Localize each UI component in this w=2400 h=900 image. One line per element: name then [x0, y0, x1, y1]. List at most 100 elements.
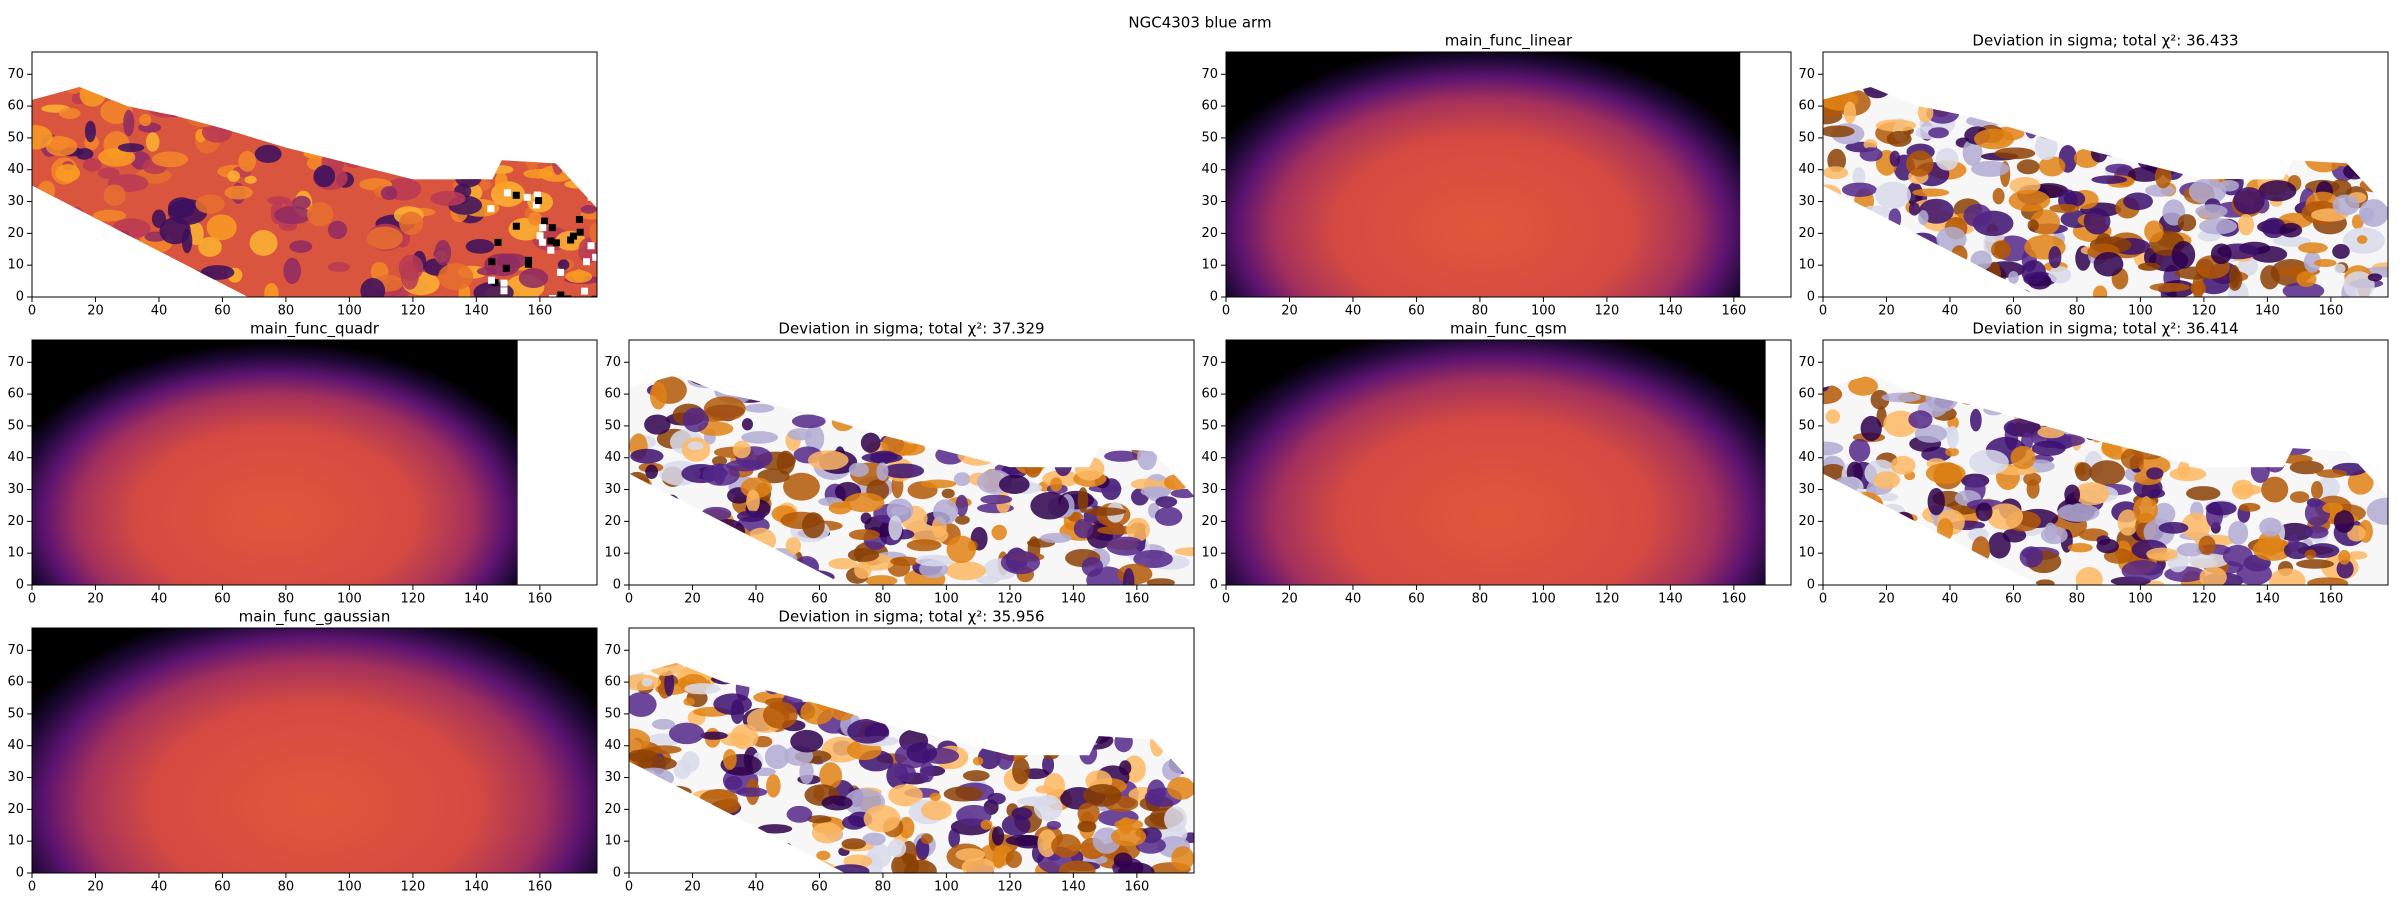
blob: [656, 663, 677, 666]
blob: [2365, 128, 2388, 138]
panel: Deviation in sigma; total χ²: 36.414 0 20 4…: [1798, 320, 2389, 607]
blob: [848, 529, 880, 541]
x-tick-label: 60: [811, 592, 828, 607]
pixel: [487, 205, 495, 213]
blob: [2292, 87, 2330, 99]
blob: [686, 554, 705, 564]
blob: [1062, 438, 1077, 460]
blob: [730, 634, 742, 652]
blob: [1843, 491, 1883, 515]
blob: [1080, 344, 1121, 361]
blob: [770, 631, 786, 658]
blob: [2361, 48, 2377, 58]
blob: [702, 463, 740, 486]
blob: [558, 131, 595, 152]
blob: [638, 790, 650, 800]
blob: [724, 833, 738, 850]
blob: [687, 441, 704, 451]
blob: [1891, 340, 1908, 351]
y-tick-label: 60: [7, 387, 24, 402]
blob: [930, 375, 957, 386]
blob: [1908, 375, 1921, 388]
blob: [1927, 63, 1955, 83]
blob: [642, 537, 672, 548]
blob: [2194, 138, 2211, 167]
blob: [72, 58, 86, 73]
blob: [629, 810, 646, 828]
blob: [2274, 87, 2287, 90]
blob: [2180, 407, 2215, 429]
panel: 0 20 40 60 80 100 120 140 160 0 10 20 30 40 50 60 70: [7, 51, 598, 319]
blob: [1149, 720, 1190, 735]
blob: [1099, 663, 1128, 685]
blob: [75, 148, 94, 160]
blob: [854, 382, 897, 397]
blob: [764, 664, 779, 685]
blob: [1144, 355, 1164, 363]
x-tick-label: 80: [2069, 592, 2086, 607]
blob: [1084, 507, 1126, 516]
blob: [651, 718, 676, 730]
x-tick-label: 140: [1658, 304, 1683, 319]
blob: [1094, 344, 1133, 364]
blob: [2158, 521, 2189, 534]
blob: [2069, 87, 2100, 95]
blob: [863, 629, 898, 647]
x-tick-label: 40: [151, 880, 168, 895]
y-tick-label: 20: [7, 802, 24, 817]
blob: [2205, 345, 2246, 367]
blob: [1001, 673, 1021, 689]
blob: [766, 773, 781, 798]
blob: [2048, 378, 2061, 393]
blob: [1992, 187, 2005, 205]
panel-title: main_func_gaussian: [239, 608, 391, 627]
blob: [772, 375, 794, 378]
blob: [931, 681, 972, 703]
blob: [1166, 351, 1192, 360]
blob: [2128, 166, 2162, 182]
y-tick-label: 40: [604, 450, 621, 465]
blob: [2013, 289, 2031, 297]
blob: [567, 56, 594, 64]
blob: [1050, 477, 1063, 492]
x-tick-label: 120: [997, 880, 1022, 895]
blob: [646, 663, 674, 664]
blob: [2282, 118, 2316, 138]
blob: [2304, 145, 2343, 173]
blob: [955, 848, 986, 862]
blob: [1838, 512, 1853, 530]
blob: [573, 60, 585, 86]
blob: [2359, 177, 2388, 193]
blob: [2142, 110, 2184, 131]
blob: [2022, 375, 2038, 388]
blob: [2210, 409, 2245, 430]
blob: [2096, 97, 2129, 109]
blob: [2343, 348, 2356, 362]
blob: [1093, 412, 1120, 421]
blob: [1133, 549, 1173, 569]
y-tick-label: 60: [7, 675, 24, 690]
x-tick-label: 120: [2191, 304, 2216, 319]
axes-frame: [31, 51, 598, 298]
blob: [2276, 522, 2313, 542]
blob: [2177, 155, 2196, 164]
blob: [917, 375, 942, 378]
blob: [2315, 87, 2333, 92]
blob: [1960, 267, 1979, 284]
blob: [2331, 405, 2372, 427]
blob: [2278, 409, 2302, 430]
blob: [654, 791, 695, 813]
blob: [2252, 375, 2280, 398]
blob: [859, 663, 881, 670]
panel: main_func_qsm 0 20 40 60 80 100 120 140 160 0 10 20 3…: [1201, 320, 1792, 607]
blob: [74, 226, 94, 251]
blob: [1945, 383, 1957, 395]
blob: [920, 479, 957, 489]
blob: [739, 375, 782, 383]
blob: [1029, 708, 1061, 723]
blob: [1167, 777, 1194, 800]
blob: [901, 384, 932, 395]
blob: [1868, 264, 1890, 293]
blob: [1943, 572, 1976, 582]
blob: [167, 99, 183, 118]
